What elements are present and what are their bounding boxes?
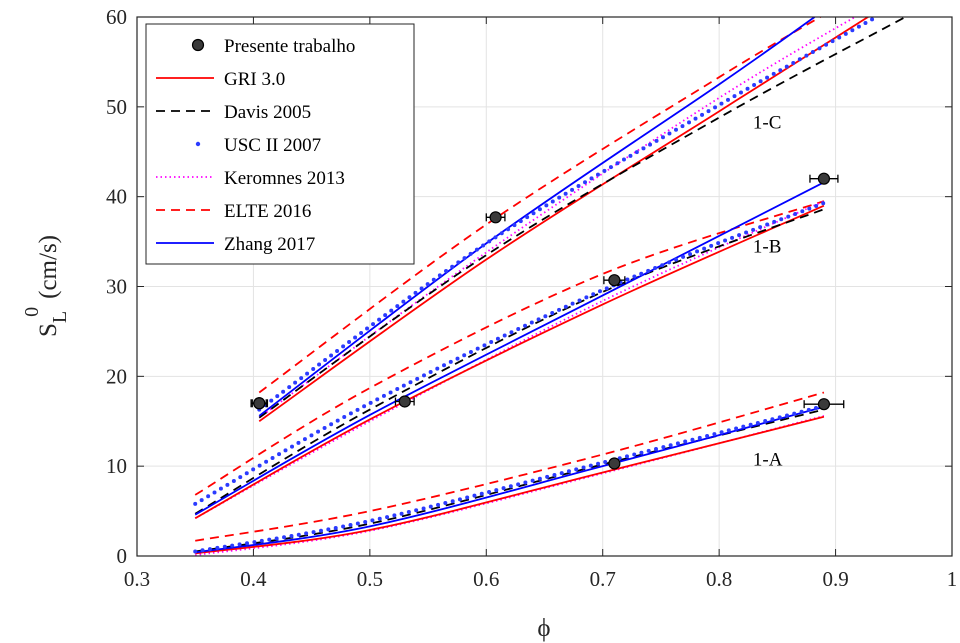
series-1-a-elte-2016 (195, 391, 825, 542)
measurement-marker (608, 274, 621, 287)
y-tick-label: 30 (106, 275, 127, 299)
measurement-point (394, 395, 415, 408)
y-label-main: S (35, 323, 62, 337)
y-label-sub: L (49, 311, 71, 323)
measurement-point (251, 397, 267, 410)
series-1-a-gri-3-0 (195, 415, 825, 555)
legend-item: Presente trabalho (191, 36, 355, 57)
x-tick-label: 0.8 (706, 567, 732, 591)
group-label-layer: 1-A 1-B 1-C (753, 112, 783, 470)
measurement-marker (489, 211, 502, 224)
measurement-marker (817, 398, 831, 411)
measurement-marker (398, 395, 411, 408)
grid (137, 17, 952, 556)
series-1-b-elte-2016 (194, 200, 825, 496)
y-tick-label: 20 (106, 364, 127, 388)
legend-label: Keromnes 2013 (224, 168, 345, 189)
x-tick-label: 1 (947, 567, 958, 591)
y-tick-label: 0 (117, 544, 128, 568)
legend-item: Zhang 2017 (156, 234, 315, 255)
measurement-point (485, 211, 506, 224)
svg-text:SL0(cm/s): SL0 (cm/s) (21, 235, 71, 337)
legend: Presente trabalho GRI 3.0 Davis 2005 USC II… (145, 23, 415, 265)
series-layer (193, 17, 906, 556)
measurement-marker (608, 457, 621, 470)
y-axis-label: SL0 (cm/s) (21, 235, 71, 337)
legend-item: GRI 3.0 (156, 69, 285, 90)
measurement-point (603, 274, 626, 287)
group-label-1-a: 1-A (753, 449, 783, 470)
legend-label: Presente trabalho (224, 36, 355, 57)
group-label-1-c: 1-C (753, 112, 782, 133)
legend-label: Davis 2005 (224, 102, 311, 123)
x-tick-label: 0.7 (590, 567, 616, 591)
x-tick-label: 0.5 (357, 567, 383, 591)
group-label-1-b: 1-B (753, 236, 782, 257)
x-tick-label: 0.9 (822, 567, 848, 591)
legend-label: USC II 2007 (224, 135, 321, 156)
y-label-unit: (cm/s) (35, 235, 62, 299)
legend-label: ELTE 2016 (224, 201, 311, 222)
series-1-b-gri-3-0 (194, 204, 825, 520)
series-1-b-zhang-2017 (194, 181, 825, 516)
series-1-c-zhang-2017 (258, 17, 816, 417)
y-tick-label: 60 (106, 5, 127, 29)
series-1-c-davis-2005 (258, 17, 906, 419)
measurement-marker (253, 397, 266, 410)
x-tick-label: 0.6 (473, 567, 499, 591)
series-1-c-gri-3-0 (258, 17, 870, 422)
x-tick-label: 0.3 (124, 567, 150, 591)
series-1-c-elte-2016 (258, 17, 822, 394)
legend-item: Davis 2005 (156, 102, 311, 123)
series-1-c-usc-ii-2007 (257, 17, 879, 412)
legend-box (145, 23, 415, 265)
series-1-a-usc-ii-2007 (193, 403, 826, 554)
legend-item: USC II 2007 (195, 135, 321, 156)
legend-item: Keromnes 2013 (156, 168, 345, 189)
series-1-b-usc-ii-2007 (193, 200, 826, 506)
legend-dot (195, 141, 201, 147)
series-1-a-zhang-2017 (195, 406, 825, 554)
legend-marker (191, 38, 205, 52)
measurement-layer (250, 172, 845, 470)
x-tick-label: 0.4 (240, 567, 267, 591)
legend-label: Zhang 2017 (224, 234, 315, 255)
series-1-b-davis-2005 (194, 208, 825, 515)
series-1-b-keromnes-2013 (194, 200, 825, 520)
y-tick-label: 40 (106, 185, 127, 209)
measurement-point (803, 398, 845, 411)
y-tick-label: 50 (106, 95, 127, 119)
x-axis-label: ϕ (537, 615, 550, 642)
y-tick-label: 10 (106, 454, 127, 478)
measurement-marker (817, 172, 831, 185)
y-label-sup: 0 (21, 307, 43, 317)
measurement-point (809, 172, 839, 185)
measurement-point (608, 457, 621, 470)
legend-label: GRI 3.0 (224, 69, 285, 90)
legend-item: ELTE 2016 (156, 201, 311, 222)
